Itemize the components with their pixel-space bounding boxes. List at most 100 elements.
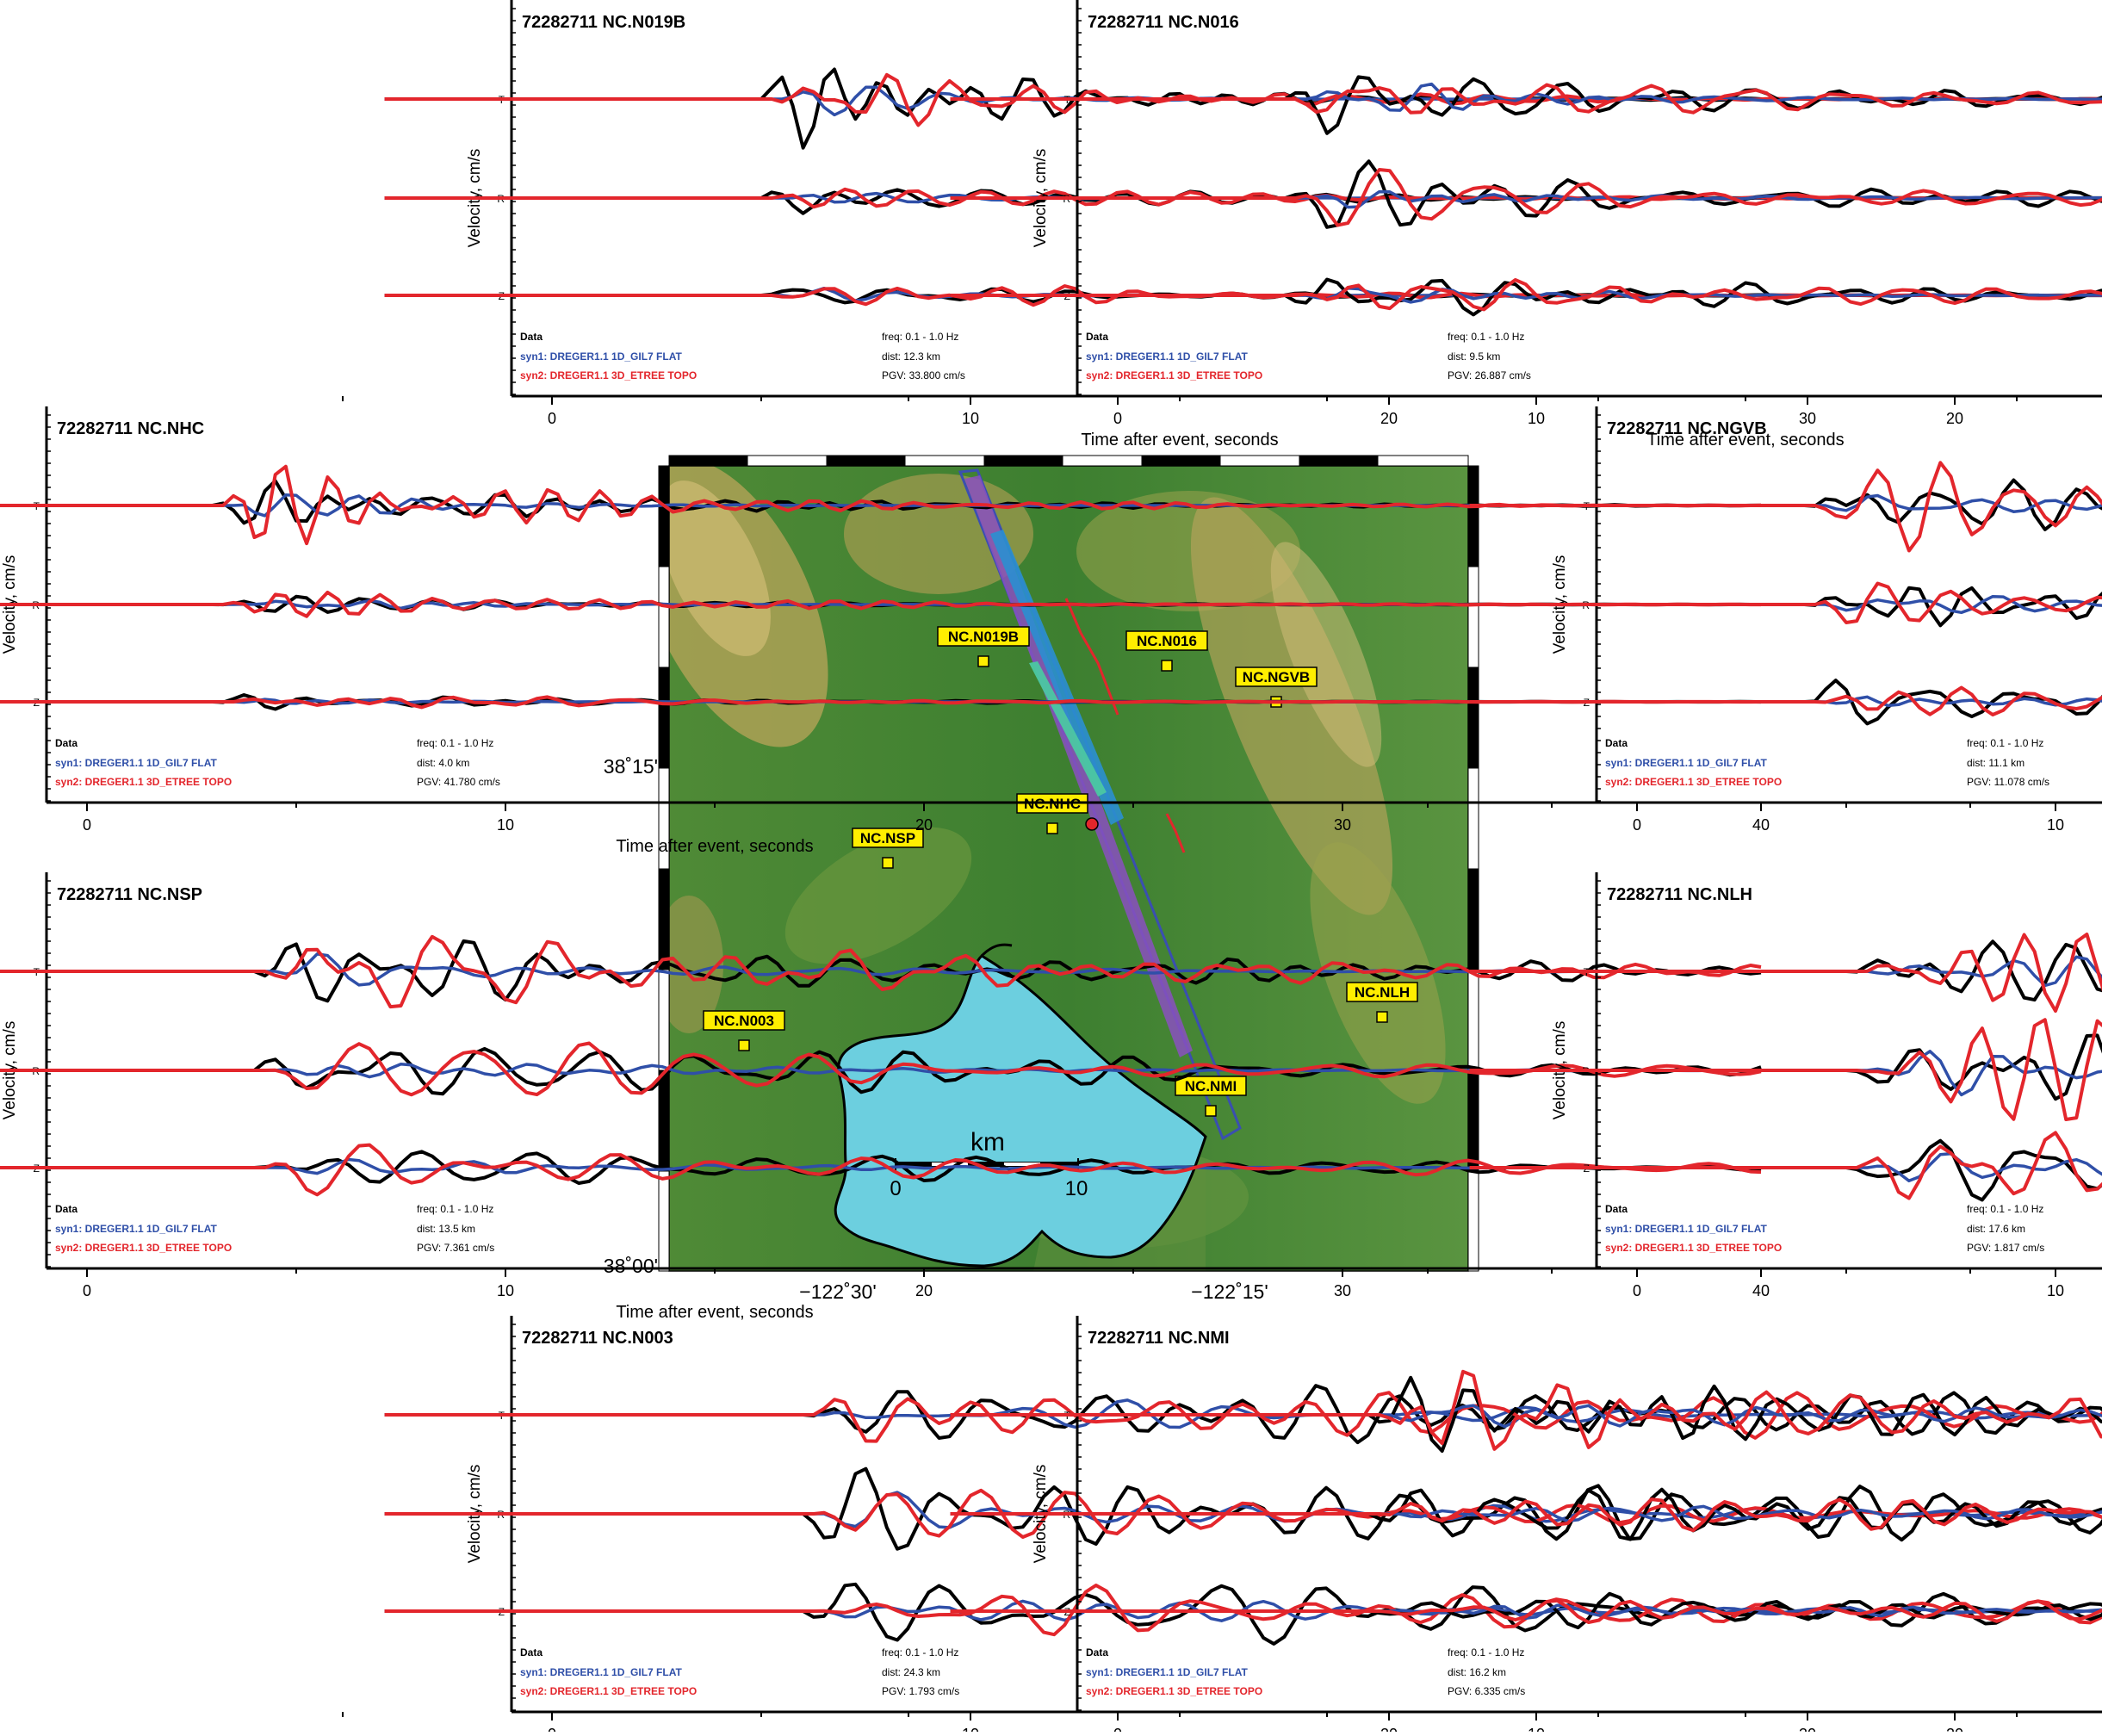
x-tick-label: 0 [548, 410, 556, 427]
x-tick-label: 10 [962, 410, 979, 427]
freq-label: freq: 0.1 - 1.0 Hz [882, 1646, 958, 1658]
legend-data: Data [1605, 737, 1628, 749]
x-tick-label: 10 [1528, 1726, 1545, 1732]
station-n016: NC.N016 [1125, 630, 1208, 672]
pgv-label: PGV: 26.887 cm/s [1448, 369, 1531, 381]
freq-label: freq: 0.1 - 1.0 Hz [1967, 1203, 2043, 1215]
legend-data: Data [1605, 1203, 1628, 1215]
legend-syn1: syn1: DREGER1.1 1D_GIL7 FLAT [1086, 350, 1248, 363]
x-tick-label: 40 [1752, 1282, 1770, 1299]
epicenter-marker [1085, 817, 1099, 831]
legend-syn2: syn2: DREGER1.1 3D_ETREE TOPO [1605, 1242, 1782, 1254]
trace-syn2-r [0, 1041, 1762, 1097]
freq-label: freq: 0.1 - 1.0 Hz [1967, 737, 2043, 749]
pgv-label: PGV: 1.793 cm/s [882, 1685, 959, 1697]
scale-label: km [970, 1128, 1005, 1156]
x-tick-label: 10 [1528, 410, 1545, 427]
x-tick-label: 10 [2047, 816, 2064, 834]
panel-title: 72282711 NC.NLH [1607, 885, 1752, 904]
legend-data: Data [520, 331, 543, 343]
trace-data-t [384, 67, 2102, 150]
freq-label: freq: 0.1 - 1.0 Hz [417, 737, 493, 749]
station-label: NC.NGVB [1243, 669, 1310, 685]
trace-syn2-z [0, 1143, 1762, 1197]
legend-syn2: syn2: DREGER1.1 3D_ETREE TOPO [55, 776, 232, 788]
legend-syn2: syn2: DREGER1.1 3D_ETREE TOPO [1086, 369, 1262, 381]
x-tick-label: 10 [497, 816, 514, 834]
x-tick-label: 0 [1633, 816, 1641, 834]
station-label: NC.N016 [1137, 633, 1197, 649]
legend-syn2: syn2: DREGER1.1 3D_ETREE TOPO [1086, 1685, 1262, 1697]
trace-data-r [384, 1466, 2102, 1551]
freq-label: freq: 0.1 - 1.0 Hz [1448, 1646, 1524, 1658]
lon-label-east: −122˚15' [1191, 1280, 1268, 1303]
trace-syn2-z [384, 1584, 2102, 1637]
trace-syn2-r [1469, 581, 2102, 624]
dist-label: dist: 11.1 km [1967, 757, 2024, 769]
trace-syn2-z [950, 1598, 2102, 1624]
station-n019b: NC.N019B [937, 626, 1030, 667]
slip-patch [964, 475, 1193, 1057]
station-label: NC.N003 [714, 1013, 774, 1029]
x-tick-label: 20 [1946, 410, 1963, 427]
lake [834, 954, 1207, 1268]
x-tick-label: 30 [1334, 1282, 1351, 1299]
x-axis-label: Time after event, seconds [1081, 431, 1278, 450]
panel-title: 72282711 NC.N019B [522, 13, 685, 32]
x-tick-label: 0 [1113, 1726, 1122, 1732]
map-frame [658, 455, 1479, 1272]
legend-syn2: syn2: DREGER1.1 3D_ETREE TOPO [1605, 776, 1782, 788]
trace-syn2-r [1469, 1018, 2102, 1121]
panel-title: 72282711 NC.NGVB [1607, 419, 1767, 438]
station-nlh: NC.NLH [1346, 982, 1418, 1023]
trace-syn2-z [0, 695, 1762, 710]
station-nmi: NC.NMI [1175, 1076, 1247, 1117]
trace-syn2-t [950, 1369, 2102, 1451]
pgv-label: PGV: 11.078 cm/s [1967, 776, 2049, 788]
x-tick-label: 30 [1799, 1726, 1816, 1732]
pgv-label: PGV: 7.361 cm/s [417, 1242, 494, 1254]
trace-data-t [950, 75, 2102, 135]
x-axis-label: Time after event, seconds [616, 837, 813, 856]
station-label: NC.NSP [860, 830, 915, 846]
legend-syn2: syn2: DREGER1.1 3D_ETREE TOPO [55, 1242, 232, 1254]
panel-title: 72282711 NC.NHC [57, 419, 204, 438]
station-label: NC.N019B [948, 629, 1019, 645]
station-nsp: NC.NSP [852, 828, 924, 869]
legend-data: Data [520, 1646, 543, 1658]
x-tick-label: 0 [548, 1726, 556, 1732]
station-n003: NC.N003 [703, 1010, 785, 1051]
x-tick-label: 20 [915, 1282, 933, 1299]
trace-syn2-z [1469, 1131, 2102, 1200]
dist-label: dist: 13.5 km [417, 1223, 475, 1235]
trace-syn2-r [950, 168, 2102, 227]
trace-syn2-t [0, 464, 1762, 546]
legend-syn2: syn2: DREGER1.1 3D_ETREE TOPO [520, 1685, 697, 1697]
pgv-label: PGV: 1.817 cm/s [1967, 1242, 2044, 1254]
shoreline [980, 943, 1013, 958]
mapped-surface-rupture-2 [1165, 813, 1186, 853]
station-label: NC.NLH [1355, 984, 1410, 1001]
x-tick-label: 0 [1113, 410, 1122, 427]
freq-label: freq: 0.1 - 1.0 Hz [417, 1203, 493, 1215]
x-tick-label: 10 [962, 1726, 979, 1732]
station-label: NC.NMI [1185, 1078, 1237, 1094]
trace-syn2-t [1469, 933, 2102, 1013]
pgv-label: PGV: 33.800 cm/s [882, 369, 965, 381]
trace-syn2-z [1469, 685, 2102, 716]
legend-syn1: syn1: DREGER1.1 1D_GIL7 FLAT [55, 1223, 217, 1235]
trace-syn2-t [950, 83, 2102, 115]
x-tick-label: 0 [1633, 1282, 1641, 1299]
station-ngvb: NC.NGVB [1235, 666, 1318, 708]
x-tick-label: 10 [497, 1282, 514, 1299]
legend-syn1: syn1: DREGER1.1 1D_GIL7 FLAT [520, 1666, 682, 1678]
trace-syn2-z [950, 278, 2102, 312]
dist-label: dist: 16.2 km [1448, 1666, 1506, 1678]
x-tick-label: 30 [1799, 410, 1816, 427]
